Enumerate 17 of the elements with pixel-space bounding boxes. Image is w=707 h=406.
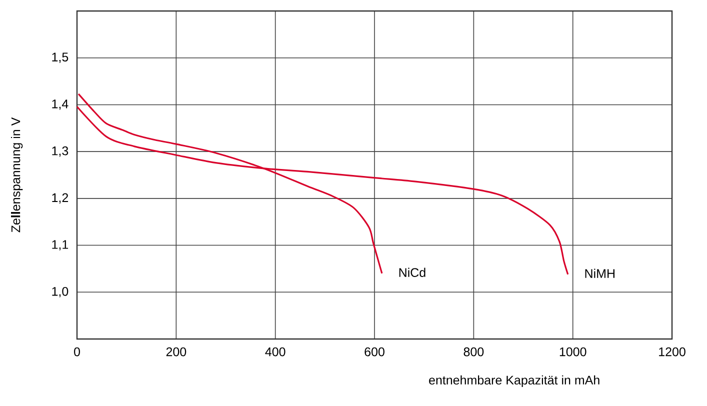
x-tick-label: 400 [265,347,286,356]
y-tick-label: 1,3 [52,146,68,157]
x-axis-title: entnehmbare Kapazität in mAh [429,375,600,388]
y-tick-label: 1,4 [52,100,68,110]
x-tick-label: 1200 [659,347,686,356]
x-tick-label: 1000 [560,347,586,356]
x-tick-label: 0 [74,347,80,356]
y-tick-label: 1,2 [52,193,68,204]
y-tick-label: 1,5 [52,52,68,63]
series-label: NiCd [399,268,426,277]
x-tick-label: 800 [464,347,484,356]
x-tick-label: 600 [364,347,384,356]
series-label: NiMH [585,268,614,278]
y-tick-label: 1,0 [52,286,68,298]
y-axis-title: Zellenspannung in V [11,117,23,232]
y-tick-label: 1,1 [52,240,68,250]
x-tick-label: 200 [166,347,186,356]
